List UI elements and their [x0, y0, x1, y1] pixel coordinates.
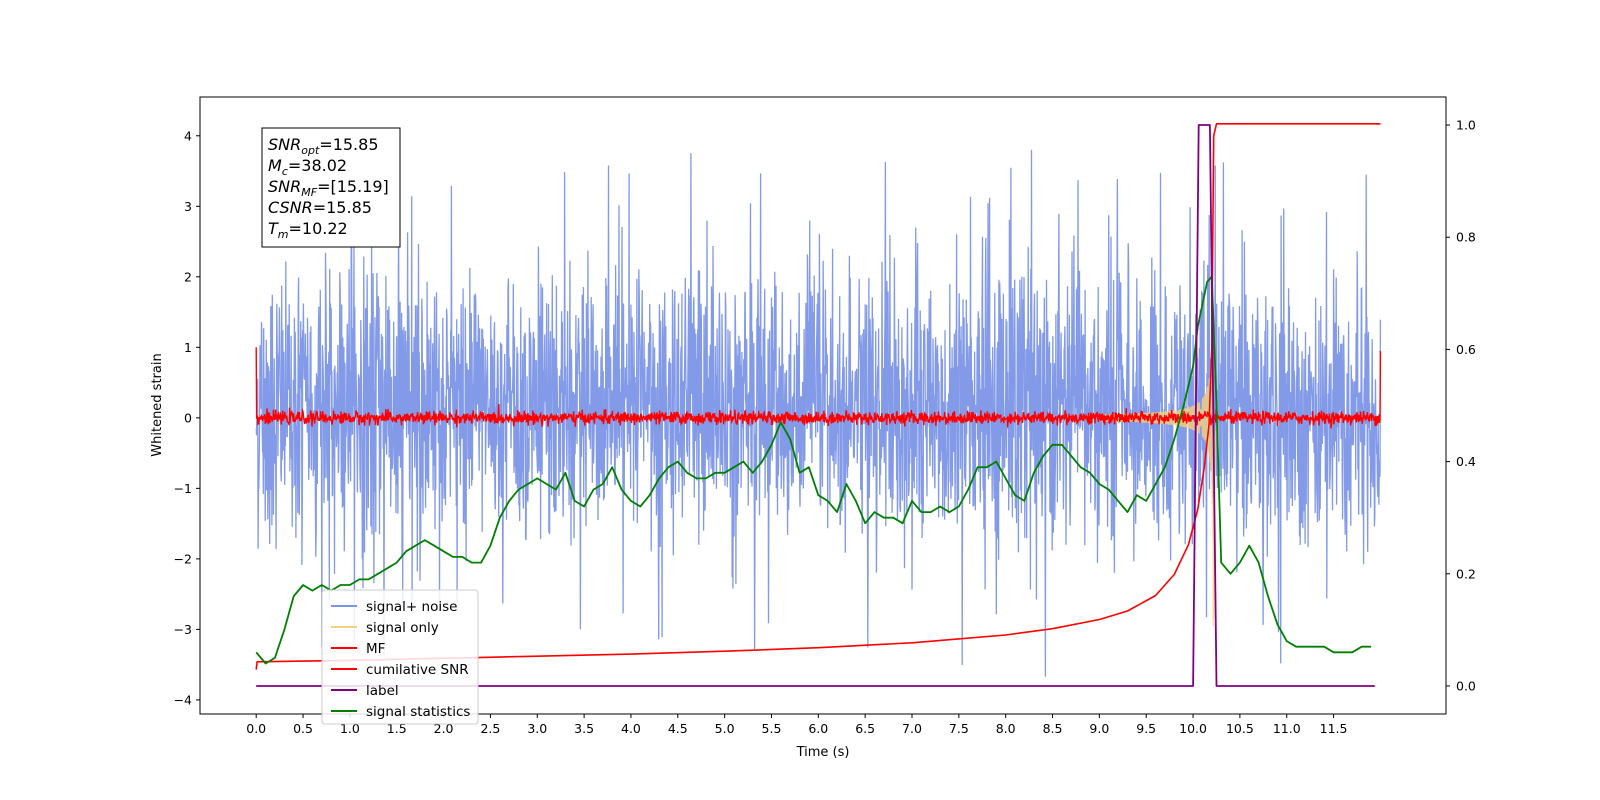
x-tick-label: 10.0: [1179, 721, 1207, 736]
x-tick-label: 6.5: [855, 721, 875, 736]
x-tick-label: 5.5: [762, 721, 782, 736]
x-tick-label: 3.5: [574, 721, 594, 736]
series-label-line: [256, 124, 1375, 687]
x-tick-label: 1.0: [340, 721, 360, 736]
x-tick-label: 9.0: [1089, 721, 1109, 736]
info-subscript: opt: [301, 144, 320, 157]
info-value: =10.22: [289, 219, 348, 238]
x-tick-label: 8.0: [996, 721, 1016, 736]
x-tick-label: 11.0: [1273, 721, 1301, 736]
y-tick-label: 0: [184, 410, 192, 425]
x-tick-label: 5.0: [715, 721, 735, 736]
info-symbol: SNR: [268, 135, 301, 154]
info-line: CSNR=15.85: [268, 198, 372, 217]
info-value: =15.85: [319, 135, 378, 154]
y-right-tick-label: 0.0: [1456, 678, 1476, 693]
x-tick-label: 3.0: [527, 721, 547, 736]
y-axis-left: −4 −3 −2 −1 0 1 2 3 4: [174, 128, 200, 707]
y-axis-right: 0.0 0.2 0.4 0.6 0.8 1.0: [1446, 118, 1476, 693]
legend-label: label: [366, 683, 399, 699]
info-value: =38.02: [288, 156, 347, 175]
info-symbol: CSNR: [268, 198, 313, 217]
info-subscript: c: [282, 165, 288, 178]
y-tick-label: −4: [174, 692, 192, 707]
x-tick-label: 7.5: [949, 721, 969, 736]
axes-frame: [199, 96, 1447, 715]
y-tick-label: 3: [184, 199, 192, 214]
y-right-tick-label: 0.6: [1456, 342, 1476, 357]
x-tick-label: 0.5: [293, 721, 313, 736]
series-signal-noise-line: [255, 149, 1382, 677]
info-line: SNRopt=15.85: [268, 135, 379, 157]
info-value: =[15.19]: [317, 177, 389, 196]
x-tick-label: 10.5: [1226, 721, 1254, 736]
y-right-tick-label: 0.4: [1456, 454, 1476, 469]
info-subscript: MF: [301, 186, 317, 199]
legend-label: cumilative SNR: [366, 662, 469, 678]
x-tick-label: 1.5: [387, 721, 407, 736]
series-signal-statistics-line: [255, 275, 1372, 665]
legend-label: signal+ noise: [366, 599, 457, 615]
y-axis-label: Whitened strain: [150, 353, 165, 456]
legend-label: signal statistics: [366, 704, 470, 720]
x-tick-label: 9.5: [1136, 721, 1156, 736]
x-tick-label: 4.0: [621, 721, 641, 736]
x-tick-label: 2.5: [480, 721, 500, 736]
info-box-frame: [261, 127, 401, 248]
series-mf-line: [255, 347, 1382, 429]
y-right-tick-label: 0.8: [1456, 230, 1476, 245]
info-line: Tm=10.22: [268, 219, 348, 241]
legend-label: signal only: [366, 620, 439, 636]
legend-frame: [321, 589, 479, 725]
legend: signal+ noise signal only MF cumilative SNR…: [321, 589, 479, 725]
x-tick-label: 7.0: [902, 721, 922, 736]
info-symbol: SNR: [268, 177, 301, 196]
x-axis-label: Time (s): [796, 745, 850, 760]
info-line: Mc=38.02: [268, 156, 347, 178]
y-tick-label: 1: [184, 340, 192, 355]
x-tick-label: 4.5: [668, 721, 688, 736]
info-line: SNRMF=[15.19]: [268, 177, 389, 199]
y-tick-label: −3: [174, 622, 192, 637]
x-axis: 0.0 0.5 1.0 1.5 2.0 2.5 3.0 3.5 4.0 4.5 5.0 5.5 6.0 6…: [246, 714, 1348, 736]
x-tick-label: 2.0: [434, 721, 454, 736]
y-tick-label: 2: [184, 269, 192, 284]
y-tick-label: 4: [184, 128, 192, 143]
info-annotation-box: SNRopt=15.85Mc=38.02SNRMF=[15.19]CSNR=15…: [261, 127, 401, 248]
legend-label: MF: [366, 641, 385, 657]
x-tick-label: 11.5: [1320, 721, 1348, 736]
y-tick-label: −2: [174, 551, 192, 566]
x-tick-label: 8.5: [1043, 721, 1063, 736]
y-right-tick-label: 1.0: [1456, 118, 1476, 133]
y-right-tick-label: 0.2: [1456, 566, 1476, 581]
info-subscript: m: [278, 228, 289, 241]
x-tick-label: 0.0: [246, 721, 266, 736]
info-value: =15.85: [313, 198, 372, 217]
info-symbol: T: [268, 219, 279, 238]
y-tick-label: −1: [174, 481, 192, 496]
info-symbol: M: [268, 156, 282, 175]
x-tick-label: 6.0: [808, 721, 828, 736]
